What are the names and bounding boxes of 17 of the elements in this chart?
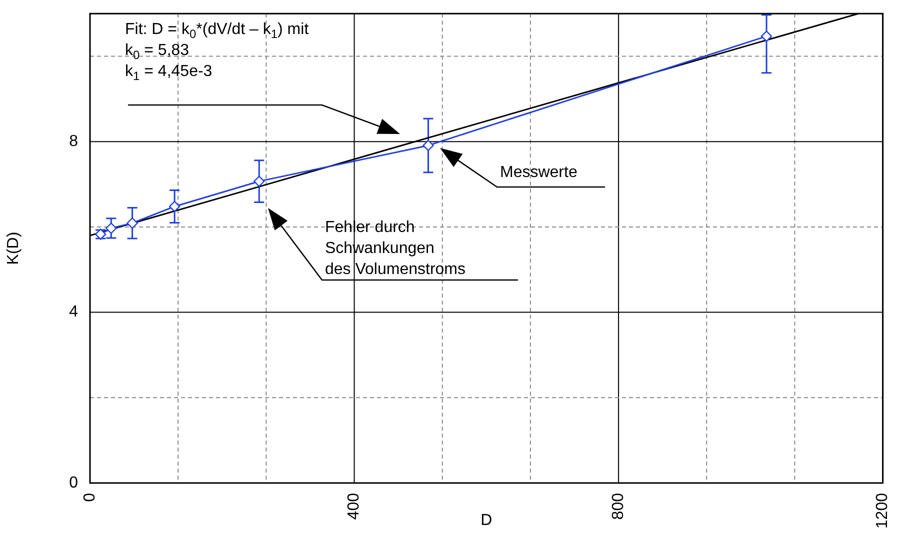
- y-tick-label: 0: [69, 474, 78, 492]
- text: Fit: D = k$_{0}$*(dV/dt – k$_{1}$) mit k$_{0}$ = 5,83 k$_{1}$ = 4,45e-3: [125, 21, 309, 84]
- point: [422, 140, 434, 152]
- x-axis-title: D: [480, 512, 492, 529]
- point: [168, 200, 180, 212]
- y-tick-label: 8: [69, 133, 78, 150]
- point: [254, 176, 265, 187]
- x-tick-label: 0: [81, 492, 98, 502]
- point: [760, 30, 772, 42]
- point: [106, 222, 117, 234]
- x-tick-label: 400: [346, 492, 363, 520]
- annotation: Messwerte: [500, 163, 578, 183]
- x-tick-label: 1200: [874, 492, 892, 529]
- y-axis-title: K(D): [5, 232, 22, 265]
- y-tick-label: 4: [69, 304, 78, 321]
- x-tick-label: 800: [610, 492, 627, 520]
- point: [126, 218, 138, 229]
